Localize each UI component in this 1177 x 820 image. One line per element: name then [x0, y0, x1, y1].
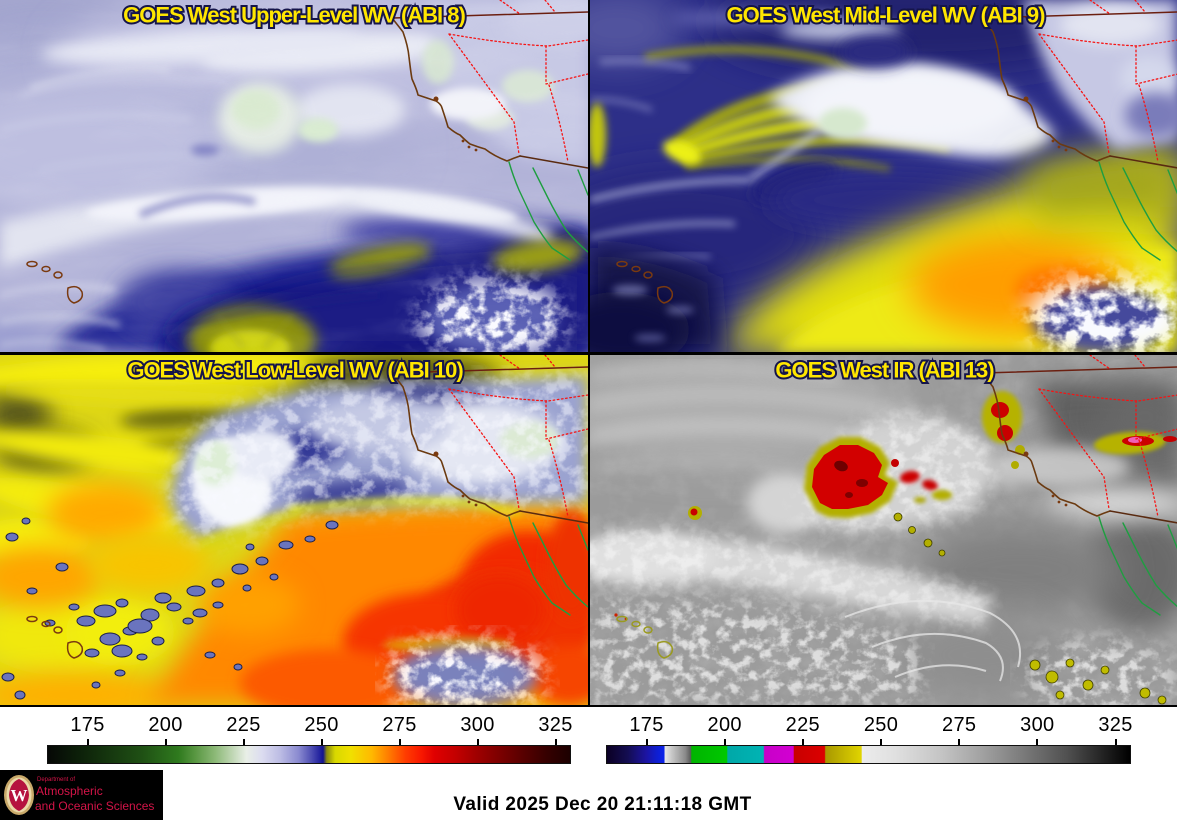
svg-text:GOES West IR (ABI 13): GOES West IR (ABI 13): [775, 358, 994, 383]
svg-text:GOES West Mid-Level WV (ABI 9): GOES West Mid-Level WV (ABI 9): [727, 3, 1046, 28]
svg-text:Atmospheric: Atmospheric: [36, 784, 103, 798]
svg-text:GOES West Upper-Level WV (ABI: GOES West Upper-Level WV (ABI 8): [123, 3, 465, 28]
svg-text:Department of: Department of: [37, 777, 75, 783]
svg-text:W: W: [11, 786, 28, 805]
svg-text:and Oceanic Sciences: and Oceanic Sciences: [35, 799, 154, 813]
svg-text:GOES West Low-Level WV (ABI 10: GOES West Low-Level WV (ABI 10): [127, 358, 463, 383]
